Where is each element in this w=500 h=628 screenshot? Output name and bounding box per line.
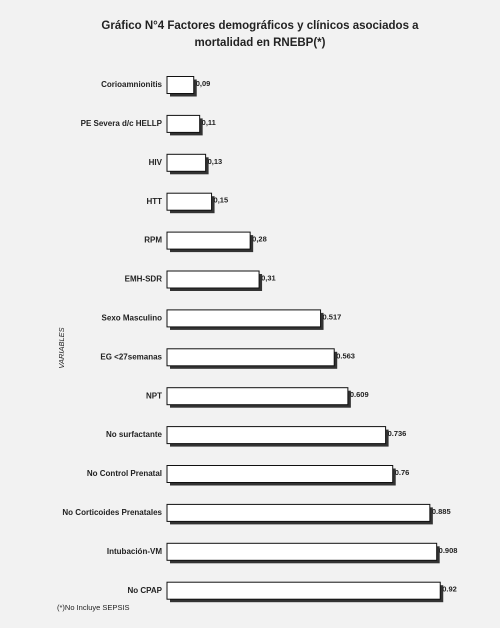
category-label: No Control Prenatal bbox=[87, 469, 162, 478]
value-label: 0,15 bbox=[214, 196, 229, 205]
value-label: 0.92 bbox=[442, 585, 457, 594]
bar bbox=[166, 387, 349, 406]
bar bbox=[166, 503, 431, 522]
footnote: (*)No Incluye SEPSIS bbox=[57, 603, 130, 612]
bar bbox=[166, 153, 207, 172]
category-label: Intubación-VM bbox=[107, 547, 162, 556]
category-label: EMH-SDR bbox=[125, 275, 163, 284]
value-label: 0.908 bbox=[439, 546, 458, 555]
chart-title: Gráfico N°4 Factores demográficos y clín… bbox=[101, 20, 419, 49]
y-axis-label: VARIABLES bbox=[57, 327, 66, 368]
bar bbox=[166, 542, 438, 561]
category-label: Corioamnionitis bbox=[101, 80, 162, 89]
value-label: 0,09 bbox=[196, 79, 211, 88]
value-label: 0.885 bbox=[432, 507, 451, 516]
bar bbox=[166, 192, 213, 211]
value-label: 0.609 bbox=[350, 390, 369, 399]
bar bbox=[166, 270, 260, 289]
value-label: 0.517 bbox=[323, 312, 342, 321]
category-label: Sexo Masculino bbox=[102, 314, 163, 323]
category-label: HTT bbox=[146, 197, 162, 206]
category-label: RPM bbox=[144, 236, 162, 245]
category-label: NPT bbox=[146, 391, 162, 400]
value-label: 0,13 bbox=[208, 157, 223, 166]
category-label: HIV bbox=[149, 158, 163, 167]
bar bbox=[166, 231, 251, 250]
bar bbox=[166, 581, 441, 600]
bar bbox=[166, 348, 335, 367]
value-label: 0,31 bbox=[261, 273, 276, 282]
bar bbox=[166, 426, 387, 445]
category-label: No Corticoides Prenatales bbox=[62, 508, 162, 517]
category-label: PE Severa d/c HELLP bbox=[81, 119, 163, 128]
bar bbox=[166, 114, 201, 133]
value-label: 0,11 bbox=[202, 118, 216, 127]
bar bbox=[166, 465, 394, 483]
value-label: 0.563 bbox=[336, 351, 355, 360]
value-label: 0.76 bbox=[395, 468, 410, 477]
category-label: No surfactante bbox=[106, 430, 163, 439]
category-label: No CPAP bbox=[127, 586, 162, 595]
value-label: 0,28 bbox=[252, 235, 267, 244]
value-label: 0.736 bbox=[388, 429, 407, 438]
bar bbox=[166, 309, 322, 328]
bar bbox=[166, 76, 195, 94]
category-label: EG <27semanas bbox=[100, 352, 162, 361]
